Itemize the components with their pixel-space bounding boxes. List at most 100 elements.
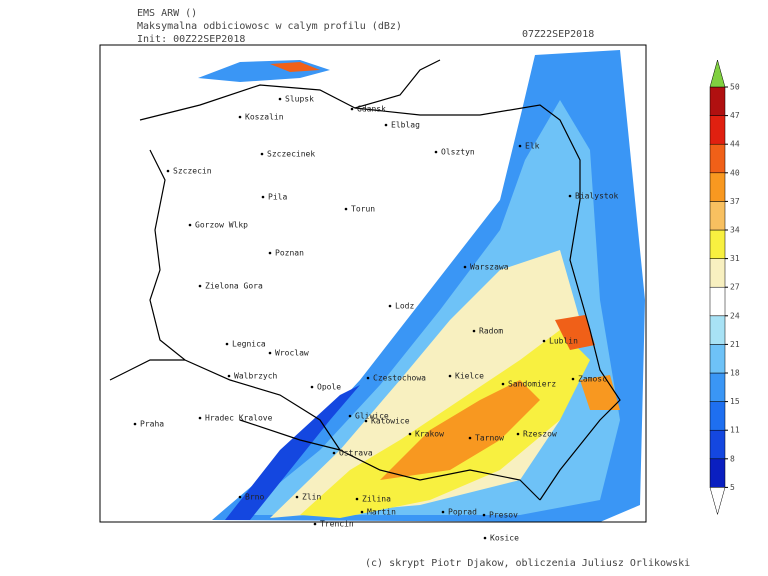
city-label: Walbrzych [234,372,278,381]
colorbar-segment [709,229,726,259]
borders [109,59,621,501]
city-dot [463,265,467,269]
colorbar-label: 15 [730,397,740,406]
colorbar-segment [709,458,726,488]
colorbar-label: 18 [730,369,740,378]
city-dot [198,284,202,288]
city-label: Slupsk [285,95,314,104]
map-frame [99,44,647,523]
city-label: Sandomierz [508,380,556,389]
city-dot [133,422,137,426]
city-dot [166,169,170,173]
colorbar-label: 24 [730,311,740,320]
colorbar-label: 31 [730,254,740,263]
city-dot [227,374,231,378]
valid-time: 07Z22SEP2018 [522,29,594,40]
colorbar-segment [709,201,726,231]
city-label: Zamosc [578,375,607,384]
colorbar-label: 21 [730,340,740,349]
city-label: Gorzow Wlkp [195,221,248,230]
city-dot [482,513,486,517]
city-label: Bialystok [575,192,619,201]
city-label: Radom [479,327,503,336]
city-label: Lodz [395,302,414,311]
city-label: Elblag [391,121,420,130]
city-label: Martin [367,508,396,517]
city-dot [260,152,264,156]
city-dot [366,376,370,380]
colorbar-segment [709,286,726,317]
city-dot [501,382,505,386]
colorbar-label: 50 [730,83,740,92]
colorbar-label: 37 [730,197,740,206]
city-dot [188,223,192,227]
city-label: Kielce [455,372,484,381]
colorbar-label: 44 [730,140,740,149]
city-dot [542,339,546,343]
city-label: Kosice [490,534,519,543]
city-label: Zilina [362,495,391,504]
city-dot [310,385,314,389]
city-dot [313,522,317,526]
colorbar-segment [709,372,726,402]
city-dot [384,123,388,127]
city-label: Warszawa [470,263,509,272]
city-label: Poprad [448,508,477,517]
city-label: Lublin [549,337,578,346]
city-label: Szczecinek [267,150,315,159]
city-label: Pila [268,193,287,202]
city-dot [238,495,242,499]
city-label: Wroclaw [275,349,309,358]
colorbar-segment [709,143,726,174]
city-dot [516,432,520,436]
city-dot [434,150,438,154]
city-label: Torun [351,205,375,214]
field-title: Maksymalna odbiciowosc w calym profilu (… [137,21,402,32]
city-dot [344,207,348,211]
colorbar-label: 8 [730,454,735,463]
city-label: Tarnow [475,434,504,443]
city-dot [518,144,522,148]
city-dot [355,497,359,501]
city-label: Praha [140,420,164,429]
model-title: EMS ARW () [137,8,197,19]
city-label: Poznan [275,249,304,258]
colorbar-under [709,487,726,516]
city-label: Czestochowa [373,374,426,383]
colorbar-label: 40 [730,168,740,177]
city-label: Brno [245,493,264,502]
colorbar-label: 5 [730,483,735,492]
colorbar-segment [709,115,726,145]
city-dot [350,107,354,111]
city-label: Trencin [320,520,354,529]
colorbar-segment [709,86,726,116]
city-label: Presov [489,511,518,520]
credit: (c) skrypt Piotr Djakow, obliczenia Juli… [365,558,690,569]
city-label: Koszalin [245,113,284,122]
city-label: Legnica [232,340,266,349]
city-dot [198,416,202,420]
city-label: Zielona Gora [205,282,263,291]
city-dot [268,351,272,355]
city-label: Gdansk [357,105,386,114]
city-label: Szczecin [173,167,212,176]
city-label: Opole [317,383,341,392]
city-label: Hradec Kralove [205,414,273,423]
city-dot [268,251,272,255]
colorbar-segment [709,172,726,202]
city-dot [408,432,412,436]
radar-field [198,50,645,522]
colorbar-label: 47 [730,111,740,120]
city-dot [364,419,368,423]
city-dot [261,195,265,199]
colorbar-label: 11 [730,426,740,435]
city-label: Elk [525,142,540,151]
colorbar-segment [709,258,726,288]
city-label: Rzeszow [523,430,557,439]
city-label: Katowice [371,417,410,426]
city-label: Zlin [302,493,321,502]
city-dot [448,374,452,378]
city-dot [295,495,299,499]
colorbar-segment [709,401,726,431]
